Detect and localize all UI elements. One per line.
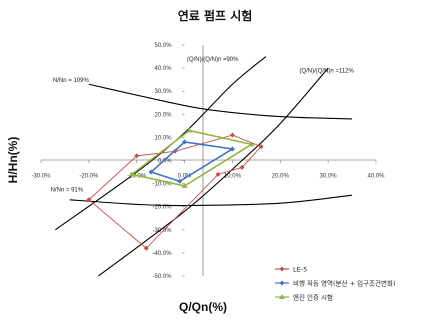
y-tick-label: 10.0% — [155, 135, 173, 141]
data-point — [143, 245, 149, 251]
chart-title: 연료 펌프 시험 — [178, 8, 253, 23]
legend-entry: LE-5 — [275, 266, 307, 274]
x-tick-label: 40.0% — [367, 174, 385, 180]
x-tick-label: 0.0% — [178, 174, 192, 180]
x-tick-labels: -30.0% -20.0% -10.0% 0.0% 10.0% 20.0% 30.0% 40.… — [31, 160, 385, 180]
data-point — [177, 178, 183, 184]
y-tick-label: 0.0% — [158, 159, 172, 165]
series-line — [150, 141, 235, 183]
data-point — [134, 153, 140, 159]
y-tick-label: -30.0% — [153, 228, 173, 234]
boundary-curve-4 — [98, 67, 329, 277]
data-point — [229, 146, 235, 152]
legend-label: 엔진 인증 시험 — [293, 293, 333, 302]
x-tick-label: -20.0% — [79, 174, 99, 180]
data-point — [215, 171, 221, 177]
y-axis-title: H/Hn(%) — [6, 137, 20, 184]
legend-marker — [279, 294, 285, 299]
data-point — [186, 127, 193, 133]
legend-entry: 비행 작동 영역(분산 + 입구조건변화) — [275, 279, 396, 288]
y-tick-label: 20.0% — [155, 112, 173, 118]
boundary-curves — [55, 56, 353, 277]
legend-label: 비행 작동 영역(분산 + 입구조건변화) — [293, 279, 396, 288]
data-point — [239, 164, 245, 170]
boundary-curve-1 — [88, 83, 353, 120]
x-tick-label: 20.0% — [272, 174, 290, 180]
curve-annotation: N/Nn = 91% — [51, 188, 84, 194]
x-axis-title: Q/Qn(%) — [179, 300, 227, 314]
legend-label: LE-5 — [293, 266, 307, 274]
x-tick-label: -10.0% — [127, 174, 147, 180]
y-tick-label: -10.0% — [153, 182, 173, 188]
y-tick-label: 30.0% — [155, 89, 173, 95]
y-tick-labels: 50.0% 40.0% 30.0% 20.0% 10.0% 0.0% -10.0% -20.0… — [153, 43, 185, 280]
data-point — [86, 197, 92, 203]
series-3 — [128, 127, 255, 188]
curve-annotation: N/Nn = 109% — [53, 78, 90, 84]
y-tick-label: -50.0% — [153, 274, 173, 280]
legend-marker — [279, 280, 285, 286]
data-point — [182, 139, 188, 145]
x-tick-label: 10.0% — [224, 174, 242, 180]
annotations: N/Nn = 109% (Q/N)/(Q/N)n =90% (Q/N)/(Q/N)n… — [51, 57, 355, 194]
boundary-curve-3 — [55, 56, 267, 231]
boundary-curve-2 — [69, 194, 353, 207]
series-layer — [86, 127, 264, 251]
series-2 — [148, 139, 235, 184]
data-point — [248, 141, 255, 147]
y-tick-label: 50.0% — [155, 43, 173, 49]
legend-entry: 엔진 인증 시험 — [275, 293, 333, 302]
series-1 — [86, 132, 264, 251]
x-tick-label: -30.0% — [31, 174, 51, 180]
data-point — [181, 182, 188, 188]
legend: LE-5 비행 작동 영역(분산 + 입구조건변화) 엔진 인증 시험 — [275, 266, 396, 302]
curve-annotation: (Q/N)/(Q/N)n =112% — [299, 69, 354, 75]
data-point — [148, 169, 154, 175]
legend-marker — [279, 266, 285, 272]
y-tick-label: -20.0% — [153, 205, 173, 211]
x-tick-label: 30.0% — [320, 174, 338, 180]
axes — [41, 45, 376, 276]
y-tick-label: 40.0% — [155, 66, 173, 72]
curve-annotation: (Q/N)/(Q/N)n =90% — [187, 57, 239, 63]
y-tick-label: -40.0% — [153, 251, 173, 257]
data-point — [128, 171, 135, 177]
data-point — [258, 144, 264, 150]
data-point — [229, 132, 235, 138]
